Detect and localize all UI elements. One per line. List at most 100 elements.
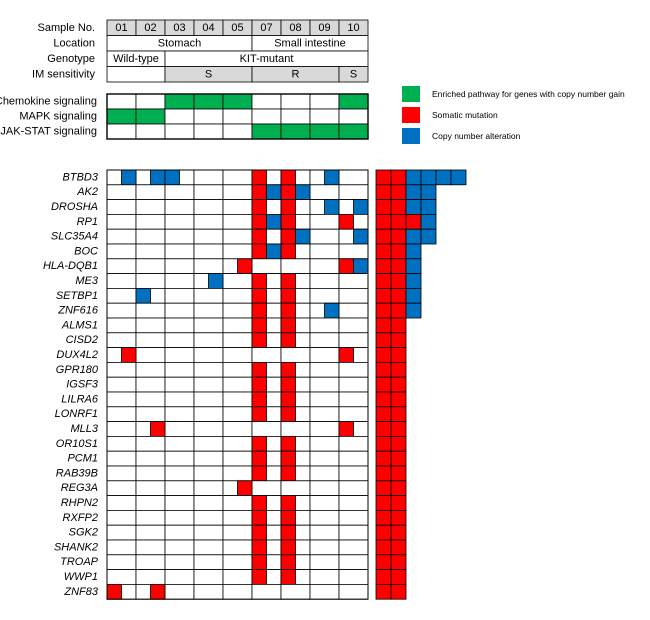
gene-cell [135, 435, 166, 452]
gene-cell [135, 258, 166, 274]
somatic-mutation-cell [280, 361, 296, 378]
gene-cell [135, 199, 166, 215]
gene-cell [251, 421, 282, 437]
somatic-mutation-cell [251, 199, 267, 215]
gene-name: SETBP1 [56, 290, 98, 302]
gene-cell [280, 258, 311, 274]
gene-cell [106, 450, 137, 467]
gene-cell [309, 332, 340, 348]
pathway-empty-cell [309, 93, 340, 110]
gene-cell [164, 554, 195, 570]
location-label: Stomach [158, 37, 201, 49]
gene-cell [222, 524, 253, 541]
somatic-mutation-cell [251, 361, 267, 378]
gene-cell [164, 495, 195, 511]
somatic-mutation-cell [280, 406, 296, 422]
gene-cell [222, 435, 253, 452]
somatic-mutation-cell [280, 495, 296, 511]
gene-cell [135, 332, 166, 348]
gene-name: BTBD3 [63, 171, 99, 183]
somatic-mutation-cell [338, 421, 354, 437]
summary-cna-block [420, 199, 437, 215]
pathway-empty-cell [338, 108, 369, 125]
copy-number-cell [295, 228, 311, 245]
gene-cell [193, 184, 224, 201]
somatic-mutation-cell [338, 347, 354, 363]
somatic-mutation-cell [251, 406, 267, 422]
gene-cell [135, 213, 166, 230]
sample-number: 09 [318, 22, 330, 34]
gene-cell [164, 509, 195, 526]
legend-label: Somatic mutation [432, 110, 498, 120]
gene-cell [193, 569, 224, 585]
gene-cell [135, 228, 166, 245]
gene-cell [193, 480, 224, 496]
sample-number: 01 [115, 22, 127, 34]
gene-name: REG3A [61, 482, 98, 494]
pathway-empty-cell [135, 93, 166, 110]
gene-cell [164, 317, 195, 334]
somatic-mutation-cell [106, 584, 122, 600]
summary-cna-block [405, 169, 422, 186]
copy-number-cell [353, 258, 369, 274]
gene-cell [135, 509, 166, 526]
gene-cell [164, 391, 195, 408]
legend-label: Copy number alteration [432, 131, 521, 141]
gene-cell [193, 169, 224, 186]
somatic-mutation-cell [280, 169, 296, 186]
gene-cell [222, 539, 253, 556]
gene-cell [193, 450, 224, 467]
gene-cell [309, 287, 340, 304]
summary-mutation-block [390, 199, 407, 215]
gene-cell [106, 376, 137, 393]
summary-mutation-block [375, 228, 392, 245]
pathway-empty-cell [222, 123, 253, 140]
somatic-mutation-cell [280, 243, 296, 260]
summary-cna-block [420, 213, 437, 230]
gene-cell [164, 465, 195, 482]
somatic-mutation-cell [251, 184, 267, 201]
summary-cna-block [405, 243, 422, 260]
gene-name: GPR180 [56, 364, 99, 376]
gene-cell [193, 421, 224, 437]
gene-cell [193, 435, 224, 452]
pathway-enriched-cell [309, 123, 340, 140]
gene-cell [135, 406, 166, 422]
somatic-mutation-cell [251, 213, 267, 230]
pathway-empty-cell [309, 108, 340, 125]
gene-name: ME3 [75, 275, 99, 287]
gene-cell [251, 258, 282, 274]
somatic-mutation-cell [280, 450, 296, 467]
gene-cell [338, 273, 369, 289]
pathway-empty-cell [106, 93, 137, 110]
summary-cna-block [420, 184, 437, 201]
copy-number-cell [324, 169, 340, 186]
pathway-name: Chemokine signaling [0, 96, 97, 108]
summary-mutation-block [375, 495, 392, 511]
copy-number-cell [135, 287, 151, 304]
summary-mutation-block [375, 199, 392, 215]
gene-cell [106, 361, 137, 378]
gene-cell [164, 258, 195, 274]
somatic-mutation-cell [251, 228, 267, 245]
gene-cell [222, 273, 253, 289]
gene-cell [193, 243, 224, 260]
gene-cell [135, 539, 166, 556]
gene-cell [193, 258, 224, 274]
gene-cell [338, 332, 369, 348]
pathway-enriched-cell [106, 108, 137, 125]
header-row-label: Sample No. [38, 22, 95, 34]
summary-mutation-block [390, 243, 407, 260]
gene-cell [222, 361, 253, 378]
pathway-empty-cell [164, 108, 195, 125]
summary-mutation-block [390, 465, 407, 482]
gene-cell [338, 287, 369, 304]
gene-cell [193, 332, 224, 348]
gene-cell [338, 524, 369, 541]
gene-cell [193, 495, 224, 511]
gene-cell [309, 480, 340, 496]
gene-cell [222, 509, 253, 526]
summary-mutation-block [375, 435, 392, 452]
somatic-mutation-cell [251, 450, 267, 467]
